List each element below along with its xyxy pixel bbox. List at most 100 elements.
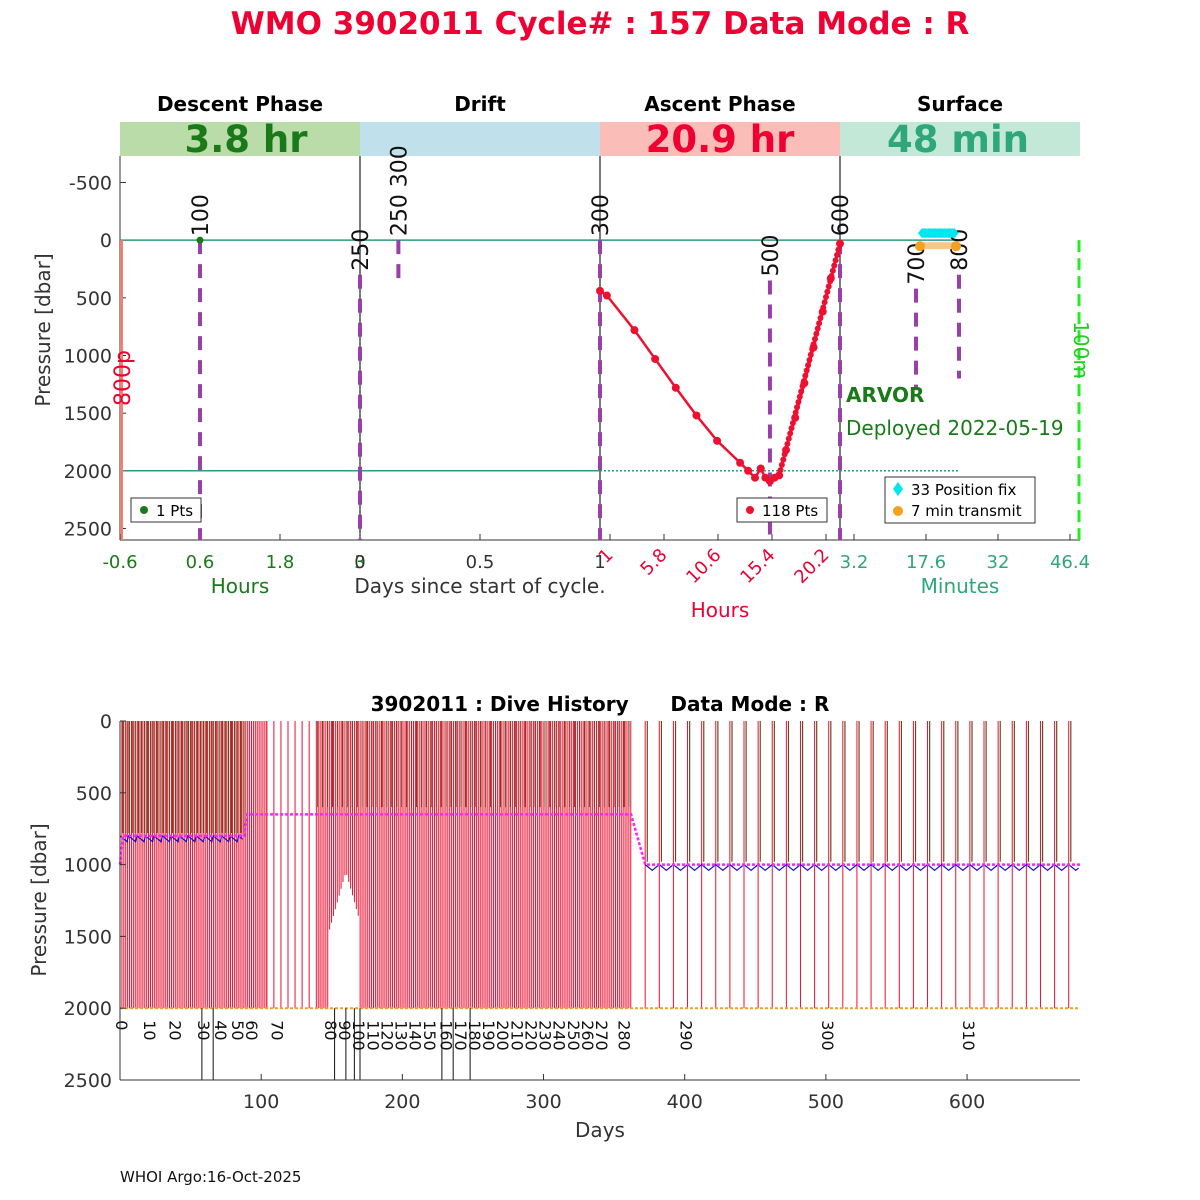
ascent-point [784,440,791,447]
ascent-point [744,466,753,475]
top-ylabel: Pressure [dbar] [31,253,55,406]
top-x-tick-label: 17.6 [906,552,946,573]
ascent-point [794,404,801,411]
park-pressure-line [118,813,1080,866]
ascent-duration: 20.9 hr [646,118,796,161]
cycle-number-label: 310 [959,1020,978,1051]
footer: WHOI Argo:16-Oct-2025 [120,1168,301,1186]
cycle-number-label: 290 [677,1020,696,1051]
top-panel: Descent Phase Drift Ascent Phase Surface… [31,92,1093,622]
dive-history-title: 3902011 : Dive History Data Mode : R [371,692,830,716]
top-x-tick-label: 0.6 [186,552,215,573]
ascent-point [777,467,784,474]
cycle-number-label: 30 [194,1020,213,1040]
ascent-point [827,278,834,285]
top-y-tick-label: -500 [69,173,112,195]
ascent-point [630,326,639,335]
cycle-number-label: 90 [335,1020,354,1040]
fix-legend-text: 33 Position fix [911,481,1016,499]
ascent-point [824,288,831,295]
top-x-tick-label: 1 [594,552,605,573]
top-y-tick-label: 1500 [64,403,112,425]
cycle-number-label: 140 [406,1020,425,1051]
top-x-tick-label: 10.6 [682,545,725,588]
cycle-number-label: 190 [479,1020,498,1051]
phase-title-surface: Surface [917,92,1003,116]
top-x-tick-label: 0.5 [466,552,495,573]
descent-duration: 3.8 hr [184,118,308,161]
ascent-point [787,430,794,437]
ascent-band [600,122,840,156]
top-x-tick-label: 5.8 [636,545,671,580]
ascent-point [781,451,788,458]
ascent-point [803,367,810,374]
top-x-tick-label: 1.8 [266,552,295,573]
ascent-point [651,354,660,363]
top-x-tick-label: 3.2 [840,552,869,573]
figure-title: WMO 3902011 Cycle# : 157 Data Mode : R [231,6,970,42]
descent-point [196,236,204,244]
cycle-marker-label: 250 300 [387,145,412,236]
ascent-point [822,293,829,300]
bottom-x-tick-label: 200 [384,1091,420,1113]
bottom-y-tick-label: 1000 [64,855,112,877]
ascent-point [814,325,821,332]
surface-units: Minutes [921,574,1000,598]
ascent-point [713,436,722,445]
descent-legend-marker [140,506,148,514]
top-y-tick-label: 500 [76,288,112,310]
cycle-number-label: 100 [349,1020,368,1051]
phase-title-drift: Drift [454,92,506,116]
descent-legend: 1 Pts [130,497,202,523]
ascent-point [756,464,765,473]
ascent-point [791,414,798,421]
cycle-number-label: 260 [578,1020,597,1051]
label-100m: 100m [1069,321,1093,379]
bottom-x-tick-label: 300 [525,1091,561,1113]
drift-pressure-trace [644,863,1079,872]
bottom-xlabel: Days [575,1118,625,1142]
cycle-number-label: 50 [228,1020,247,1040]
bottom-panel: 3902011 : Dive History Data Mode : R 0 10… [27,692,1080,1142]
drift-band [360,122,600,156]
top-y-tick-label: 2000 [64,461,112,483]
ascent-legend-marker [746,506,754,514]
drift-pressure-trace [119,834,244,843]
top-x-tick-label: 46.4 [1050,552,1090,573]
cycle-number-label: 70 [267,1020,286,1040]
ascent-point [795,398,802,405]
cycle-number-label: 220 [521,1020,540,1051]
cycle-number-label: 240 [550,1020,569,1051]
ascent-point [828,273,835,280]
ascent-point [802,372,809,379]
arvor-label: ARVOR [846,383,924,407]
descent-band [120,122,360,156]
ascent-point [818,309,825,316]
ascent-point [836,241,843,248]
top-y-tick-label: 2500 [64,518,112,540]
ascent-point [834,252,841,259]
bottom-y-tick-label: 2500 [64,1070,112,1092]
cycle-number-label: 130 [392,1020,411,1051]
ascent-point [805,362,812,369]
cycle-marker-label: 600 [829,194,854,236]
ascent-point [820,304,827,311]
top-xlabel: Days since start of cycle. [354,574,605,598]
park-pressure-bar [120,240,123,540]
ascent-point [799,383,806,390]
ascent-point [602,291,611,300]
bottom-x-tick-label: 400 [667,1091,703,1113]
cycle-number-label: 110 [363,1020,382,1051]
transmit-start-point [915,241,925,252]
deployed-label: Deployed 2022-05-19 [846,416,1064,440]
bottom-y-tick-label: 0 [100,711,112,733]
cycle-number-label: 270 [592,1020,611,1051]
bottom-x-tick-label: 600 [949,1091,985,1113]
bottom-x-tick-label: 500 [808,1091,844,1113]
bottom-x-tick-label: 100 [243,1091,279,1113]
ascent-point [810,341,817,348]
ascent-point [817,314,824,321]
bottom-y-tick-label: 1500 [64,926,112,948]
